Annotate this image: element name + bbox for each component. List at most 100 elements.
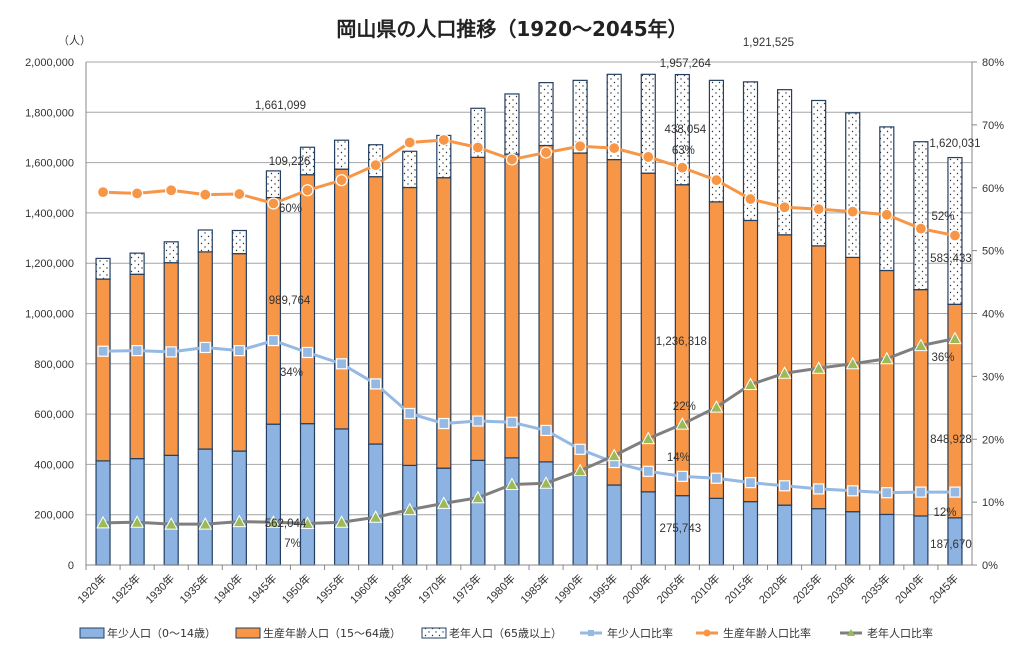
young-ratio-marker — [847, 485, 859, 497]
left-tick-label: 1,200,000 — [25, 258, 74, 270]
working-bar-segment — [572, 152, 588, 477]
young-ratio-marker — [676, 470, 688, 482]
x-tick-label: 1925年 — [108, 571, 143, 606]
data-label: 14% — [667, 452, 690, 464]
elderly-ratio-line — [103, 337, 956, 526]
young-ratio-marker — [710, 472, 723, 484]
working-ratio-marker — [199, 188, 212, 201]
working-bar-segment — [538, 144, 554, 463]
elderly-bar-segment — [402, 150, 418, 189]
ratio-lines — [96, 133, 962, 530]
working-ratio-marker — [574, 140, 587, 153]
working-ratio-marker — [710, 174, 723, 187]
working-bar-segment — [333, 168, 350, 430]
left-tick-label: 200,000 — [34, 510, 74, 522]
young-bar-segment — [470, 459, 486, 566]
elderly-bar-segment — [504, 93, 520, 155]
working-ratio-marker — [96, 186, 110, 199]
left-axis-unit: （人） — [58, 34, 91, 47]
elderly-bar-segment — [674, 73, 690, 186]
left-tick-label: 1,400,000 — [25, 208, 74, 220]
elderly-ratio-marker — [845, 356, 860, 370]
data-label: 12% — [933, 507, 956, 519]
x-tick-label: 1920年 — [74, 571, 109, 606]
elderly-bar-segment — [708, 79, 725, 203]
legend-elderly-label: 老年人口（65歳以上） — [449, 626, 562, 640]
data-label: 36% — [931, 352, 954, 364]
legend-working-swatch — [235, 627, 261, 639]
young-ratio-marker — [438, 417, 450, 430]
young-bar-segment — [913, 515, 929, 566]
working-ratio-marker — [539, 146, 553, 159]
young-ratio-line — [103, 339, 955, 495]
elderly-ratio-marker — [607, 448, 622, 462]
young-ratio-marker — [574, 443, 586, 455]
legend-young-ratio-label: 年少人口比率 — [607, 626, 673, 640]
x-tick-label: 2005年 — [653, 571, 688, 606]
elderly-ratio-marker — [811, 361, 826, 374]
data-label: 562,044 — [265, 518, 307, 530]
elderly-bar-segment — [163, 241, 179, 264]
working-ratio-marker — [301, 184, 314, 197]
working-bar-segment — [606, 158, 622, 486]
annotations: 1,661,099 109,226 60% 989,764 34% 562,044 7% 1,… — [255, 37, 981, 551]
working-ratio-marker — [744, 192, 757, 206]
young-bar-segment — [879, 513, 895, 566]
x-tick-label: 2000年 — [619, 571, 654, 606]
working-ratio-marker — [608, 142, 621, 155]
left-tick-label: 1,600,000 — [25, 158, 74, 170]
legend-working-ratio-label: 生産年齢人口比率 — [723, 626, 811, 640]
young-bar-segment — [606, 484, 622, 566]
working-bar-segment — [708, 201, 725, 499]
young-ratio-marker — [813, 483, 825, 495]
working-ratio-marker — [505, 153, 519, 166]
elderly-ratio-marker — [709, 400, 724, 413]
left-tick-label: 2,000,000 — [25, 57, 74, 69]
elderly-ratio-marker — [471, 490, 485, 504]
bars — [95, 73, 963, 566]
elderly-bar-segment — [265, 170, 282, 199]
young-bar-segment — [742, 501, 759, 566]
young-bar-segment — [265, 423, 282, 566]
young-ratio-marker — [915, 486, 927, 498]
elderly-ratio-marker — [641, 431, 656, 445]
working-ratio-marker — [880, 208, 893, 221]
elderly-ratio-marker — [266, 515, 281, 528]
x-tick-label: 2015年 — [722, 571, 757, 606]
data-label: 52% — [931, 211, 954, 223]
data-label: 1,236,318 — [656, 336, 707, 348]
working-ratio-marker — [131, 187, 144, 200]
x-tick-label: 1960年 — [347, 571, 382, 606]
elderly-bar-segment — [572, 79, 588, 154]
triangle-marker-icon — [847, 629, 855, 636]
young-bar-segment — [776, 504, 793, 566]
young-ratio-marker — [642, 465, 654, 477]
elderly-ratio-marker — [232, 514, 247, 528]
young-ratio-marker — [949, 486, 961, 498]
young-ratio-marker — [267, 334, 280, 347]
working-bar-segment — [95, 278, 111, 462]
working-ratio-marker — [676, 161, 689, 174]
right-tick-label: 70% — [982, 120, 1004, 132]
x-tick-label: 1940年 — [210, 571, 245, 606]
data-label: 34% — [280, 367, 303, 379]
young-ratio-marker — [301, 346, 314, 359]
data-label: 583,433 — [930, 253, 972, 265]
data-label: 60% — [279, 203, 302, 215]
right-tick-label: 60% — [982, 183, 1004, 195]
right-tick-label: 30% — [982, 371, 1004, 383]
working-ratio-line — [102, 138, 956, 238]
right-tick-label: 20% — [982, 434, 1004, 446]
working-bar-segment — [163, 262, 179, 456]
young-ratio-marker — [404, 407, 416, 420]
working-bar-segment — [879, 269, 895, 516]
x-tick-label: 2035年 — [858, 571, 893, 606]
young-ratio-marker — [335, 358, 348, 370]
elderly-bar-segment — [231, 229, 247, 255]
young-ratio-marker — [131, 344, 143, 357]
left-tick-label: 600,000 — [34, 409, 74, 421]
left-tick-label: 1,800,000 — [25, 107, 74, 119]
right-tick-label: 80% — [982, 57, 1004, 69]
young-bar-segment — [811, 508, 827, 566]
working-ratio-marker — [233, 187, 246, 201]
